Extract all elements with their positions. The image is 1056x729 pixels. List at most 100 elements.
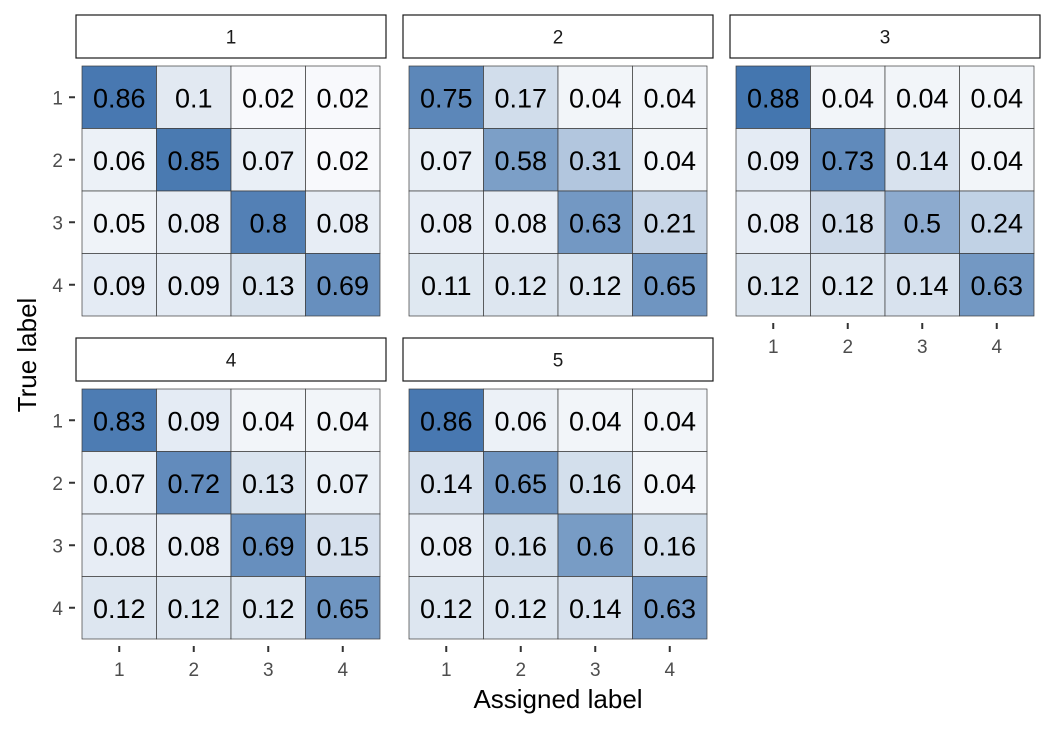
cell-value-label: 0.6 — [576, 531, 614, 561]
heatmap-cell — [305, 576, 381, 640]
heatmap-cell — [483, 190, 559, 254]
heatmap-cell — [81, 388, 157, 452]
cell-value-label: 0.75 — [420, 83, 473, 113]
heatmap-cell — [557, 388, 633, 452]
facet-strip — [402, 14, 714, 59]
heatmap-cell — [483, 576, 559, 640]
cell-value-label: 0.08 — [420, 208, 473, 238]
facet-panels: 10.86 0.1 0.02 0.020.06 0.85 0.07 0.020.05 0.08… — [52, 14, 1041, 681]
x-tick-label: 1 — [441, 660, 452, 681]
cell-value-label: 0.69 — [242, 531, 295, 561]
cell-value-label: 0.14 — [896, 271, 949, 301]
heatmap-cell — [408, 576, 484, 640]
cell-value-label: 0.04 — [643, 469, 696, 499]
cell-value-label: 0.65 — [643, 271, 696, 301]
heatmap-cell — [735, 65, 811, 129]
cell-value-label: 0.65 — [494, 469, 547, 499]
cell-value-label: 0.1 — [175, 83, 213, 113]
cell-value-label: 0.02 — [316, 83, 369, 113]
heatmap-cell — [156, 576, 232, 640]
heatmap-cell — [408, 513, 484, 577]
heatmap-cell — [557, 576, 633, 640]
cell-value-label: 0.12 — [494, 271, 547, 301]
heatmap-cell — [305, 451, 381, 515]
cell-value-label: 0.08 — [316, 208, 369, 238]
facet-strip-label: 5 — [553, 351, 564, 372]
cell-value-label: 0.16 — [643, 531, 696, 561]
heatmap-cell — [81, 65, 157, 129]
heatmap-cell — [156, 451, 232, 515]
cell-value-label: 0.16 — [494, 531, 547, 561]
heatmap-cell — [408, 65, 484, 129]
heatmap-cell — [230, 451, 306, 515]
facet-panel: 5 0.86 0.06 0.04 0.04 0.14 0.65 0.16 0.04 0.08 0.1… — [402, 337, 714, 681]
heatmap-cell — [959, 65, 1035, 129]
cell-value-label: 0.16 — [569, 469, 622, 499]
cell-value-label: 0.14 — [896, 146, 949, 176]
x-tick-label: 2 — [188, 660, 199, 681]
facet-strip — [75, 14, 387, 59]
y-axis-title: True label — [12, 298, 42, 413]
heatmap-cell — [81, 253, 157, 317]
heatmap-cell — [632, 128, 708, 192]
x-tick-label: 1 — [114, 660, 125, 681]
cell-value-label: 0.02 — [242, 83, 295, 113]
facet-panel: 2 0.75 0.17 0.04 0.04 0.07 0.58 0.31 0.04 0.08 0.0… — [402, 14, 714, 317]
x-tick-label: 2 — [515, 660, 526, 681]
heatmap-cell — [557, 451, 633, 515]
cell-value-label: 0.14 — [420, 469, 473, 499]
cell-value-label: 0.04 — [970, 146, 1023, 176]
heatmap-cell — [305, 253, 381, 317]
cell-value-label: 0.72 — [167, 469, 220, 499]
heatmap-cell — [810, 253, 886, 317]
x-axis-title: Assigned label — [473, 684, 642, 714]
x-tick-label: 4 — [337, 660, 348, 681]
heatmap-cell — [959, 253, 1035, 317]
heatmap-cell — [408, 128, 484, 192]
cell-value-label: 0.04 — [242, 406, 295, 436]
cell-value-label: 0.07 — [93, 469, 146, 499]
heatmap-cell — [156, 388, 232, 452]
facet-strip-label: 1 — [226, 28, 237, 49]
cell-value-label: 0.12 — [747, 271, 800, 301]
heatmap-cell — [483, 65, 559, 129]
heatmap-cell — [408, 253, 484, 317]
heatmap-cell — [230, 65, 306, 129]
heatmap-cell — [408, 190, 484, 254]
heatmap-cell — [483, 451, 559, 515]
cell-value-label: 0.09 — [167, 271, 220, 301]
cell-value-label: 0.04 — [643, 406, 696, 436]
x-tick-label: 3 — [590, 660, 601, 681]
cell-value-label: 0.13 — [242, 271, 295, 301]
heatmap-cell — [884, 190, 960, 254]
x-tick-label: 2 — [842, 337, 853, 358]
cell-value-label: 0.63 — [970, 271, 1023, 301]
heatmap-cell — [959, 128, 1035, 192]
x-tick-label: 3 — [263, 660, 274, 681]
heatmap-cell — [81, 128, 157, 192]
cell-value-label: 0.06 — [93, 146, 146, 176]
heatmap-cell — [884, 253, 960, 317]
facet-panel: 1 0.86 0.1 0.02 0.02 0.06 0.85 0.07 0.02 0.05 0.08… — [52, 14, 387, 317]
cell-value-label: 0.08 — [494, 208, 547, 238]
heatmap-cell — [230, 128, 306, 192]
cell-value-label: 0.5 — [903, 208, 941, 238]
heatmap-cell — [959, 190, 1035, 254]
cell-value-label: 0.12 — [569, 271, 622, 301]
cell-value-label: 0.85 — [167, 146, 220, 176]
cell-value-label: 0.09 — [167, 406, 220, 436]
heatmap-cell — [735, 190, 811, 254]
y-tick-label: 3 — [52, 536, 63, 557]
cell-value-label: 0.06 — [494, 406, 547, 436]
heatmap-cell — [156, 513, 232, 577]
cell-value-label: 0.13 — [242, 469, 295, 499]
cell-value-label: 0.09 — [93, 271, 146, 301]
heatmap-cell — [632, 451, 708, 515]
facet-strip-label: 3 — [880, 28, 891, 49]
heatmap-cell — [735, 253, 811, 317]
heatmap-cell — [483, 388, 559, 452]
cell-value-label: 0.12 — [821, 271, 874, 301]
cell-value-label: 0.15 — [316, 531, 369, 561]
cell-value-label: 0.12 — [242, 594, 295, 624]
y-tick-label: 2 — [52, 474, 63, 495]
